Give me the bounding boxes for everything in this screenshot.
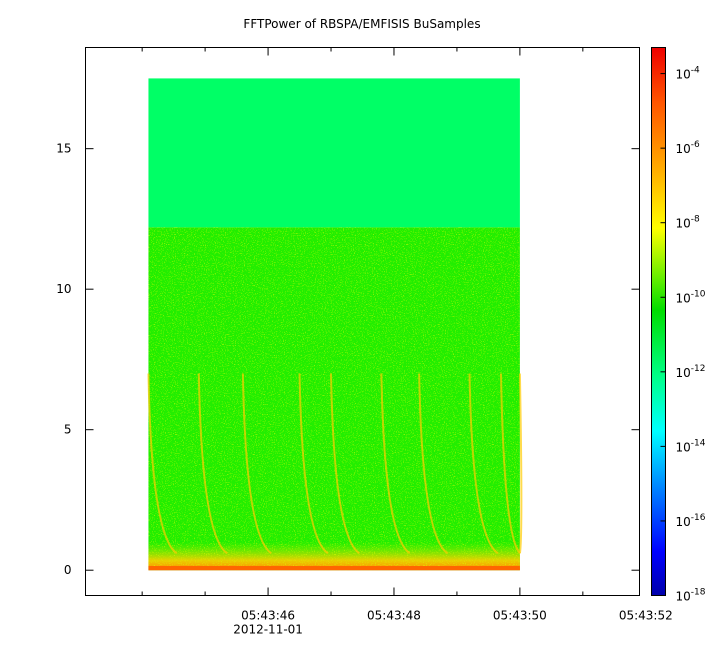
colorbar-tick-label: 10-12 [676,364,706,380]
chorus-element [197,373,228,555]
x-tick-label: 05:43:50 [493,609,547,623]
x-tick-label: 05:43:48 [367,609,421,623]
chorus-element [147,373,178,555]
spectrogram-image [147,78,523,571]
chart-title: FFTPower of RBSPA/EMFISIS BuSamples [243,17,481,31]
y-axis: 0 5 10 15 [56,142,640,577]
colorbar-tick-label: 10-16 [676,513,706,529]
chorus-element [330,373,360,555]
colorbar-tick-label: 10-18 [676,588,706,604]
colorbar [651,47,666,596]
chorus-element [298,373,329,555]
colorbar-tick-label: 10-10 [676,289,706,305]
colorbar-tick-label: 10-4 [676,66,701,82]
spectrogram-texture [148,227,520,571]
y-tick-label: 15 [56,142,71,156]
spectrogram-region-0 [148,78,520,228]
chorus-element [468,373,499,555]
chorus-element [380,373,411,555]
colorbar-tick-label: 10-6 [676,140,701,156]
colorbar-tick-label: 10-8 [676,215,701,231]
x-axis: 05:43:46 05:43:48 05:43:50 05:43:52 2012-11-… [141,47,673,637]
chorus-element [518,373,523,554]
x-date-label: 2012-11-01 [233,623,303,637]
chorus-element [500,373,521,555]
x-tick-label: 05:43:52 [619,609,673,623]
spectrogram-baseline-band [148,565,520,571]
y-tick-label: 0 [64,563,72,577]
colorbar-tick-label: 10-14 [676,438,706,454]
chorus-element [418,373,449,555]
colorbar-axis: 10-4 10-6 10-8 10-10 10-12 10-14 10-16 10-18 [660,66,706,604]
y-tick-label: 5 [64,423,72,437]
x-tick-label: 05:43:46 [241,609,295,623]
y-tick-label: 10 [56,282,71,296]
chorus-element [241,373,272,555]
